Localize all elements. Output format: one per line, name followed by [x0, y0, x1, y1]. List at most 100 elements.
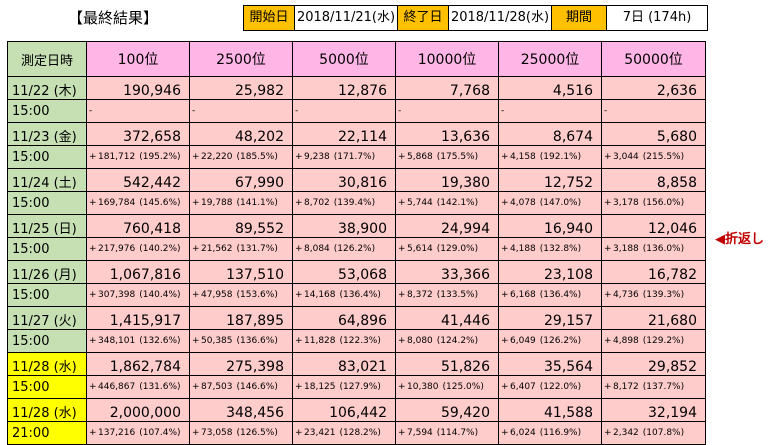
table-row: 11/25 (日) 760,418 89,552 38,900 24,994 16,940…	[7, 214, 706, 238]
diff-percent: (171.7%)	[333, 152, 376, 162]
row-date: 11/23 (金)	[7, 122, 87, 146]
rank-diff: +6,049 (126.2%)	[498, 329, 602, 353]
diff-percent: (107.8%)	[642, 428, 685, 438]
rank-diff: +7,594 (114.7%)	[395, 421, 499, 445]
diff-amount: 3,188	[613, 244, 639, 254]
rank-value: 83,021	[292, 352, 396, 376]
diff-sign: +	[501, 382, 509, 392]
rank-value: 1,067,816	[86, 260, 190, 284]
rank-diff: -	[86, 99, 190, 123]
diff-amount: 47,958	[201, 290, 233, 300]
diff-sign: +	[501, 336, 509, 346]
diff-amount: 6,049	[510, 336, 536, 346]
rank-value: 35,564	[498, 352, 602, 376]
diff-percent: (126.2%)	[539, 336, 582, 346]
diff-sign: +	[398, 290, 406, 300]
rank-value: 12,046	[601, 214, 706, 238]
table-row: 11/28 (水) 1,862,784 275,398 83,021 51,826 35,…	[7, 352, 706, 376]
rank-value: 29,852	[601, 352, 706, 376]
rank-diff: +14,168 (136.4%)	[292, 283, 396, 307]
diff-sign: +	[295, 336, 303, 346]
row-date: 11/28 (水)	[7, 398, 87, 422]
diff-sign: +	[295, 152, 303, 162]
diff-percent: (126.5%)	[236, 428, 278, 438]
diff-sign: +	[192, 290, 200, 300]
diff-percent: (122.0%)	[539, 382, 582, 392]
diff-amount: 10,380	[407, 382, 439, 392]
diff-sign: +	[89, 336, 97, 346]
row-date: 11/26 (月)	[7, 260, 87, 284]
column-header-rank: 2500位	[189, 41, 293, 77]
diff-sign: +	[192, 244, 200, 254]
diff-percent: (114.7%)	[436, 428, 479, 438]
table-subrow: 15:00- - - - - -	[7, 99, 706, 123]
rank-diff: -	[498, 99, 602, 123]
table-row: 11/28 (水) 2,000,000 348,456 106,442 59,420 41…	[7, 398, 706, 422]
diff-amount: 5,614	[407, 244, 433, 254]
row-time: 15:00	[7, 375, 87, 399]
diff-percent: (192.1%)	[539, 152, 582, 162]
row-date: 11/22 (木)	[7, 76, 87, 100]
rank-diff: +5,868 (175.5%)	[395, 145, 499, 169]
rank-value: 1,415,917	[86, 306, 190, 330]
rank-value: 12,752	[498, 168, 602, 192]
rank-value: 760,418	[86, 214, 190, 238]
diff-amount: 21,562	[201, 244, 233, 254]
rank-diff: +307,398 (140.4%)	[86, 283, 190, 307]
rank-value: 2,636	[601, 76, 706, 100]
rank-diff: +2,342 (107.8%)	[601, 421, 706, 445]
rank-diff: +8,084 (126.2%)	[292, 237, 396, 261]
diff-sign: +	[89, 244, 97, 254]
diff-amount: 6,407	[510, 382, 536, 392]
diff-amount: 2,342	[613, 428, 639, 438]
diff-percent: (131.6%)	[139, 382, 181, 392]
row-time: 15:00	[7, 99, 87, 123]
diff-amount: 8,172	[613, 382, 639, 392]
diff-amount: 217,976	[98, 244, 136, 254]
rank-diff: +8,372 (133.5%)	[395, 283, 499, 307]
diff-amount: 87,503	[201, 382, 233, 392]
rank-value: 25,982	[189, 76, 293, 100]
period-value: 7日 (174h)	[606, 5, 708, 31]
diff-percent: (136.4%)	[539, 290, 582, 300]
diff-amount: 3,044	[613, 152, 639, 162]
diff-percent: (129.2%)	[642, 336, 685, 346]
diff-sign: +	[295, 290, 303, 300]
end-date-value: 2018/11/28(水)	[448, 5, 552, 31]
diff-sign: +	[192, 198, 200, 208]
diff-amount: 50,385	[201, 336, 233, 346]
rank-value: 4,516	[498, 76, 602, 100]
diff-amount: 181,712	[98, 152, 136, 162]
rank-value: 64,896	[292, 306, 396, 330]
diff-sign: +	[398, 244, 406, 254]
diff-percent: (116.9%)	[539, 428, 582, 438]
table-row: 11/23 (金) 372,658 48,202 22,114 13,636 8,674 5…	[7, 122, 706, 146]
rank-diff: +8,172 (137.7%)	[601, 375, 706, 399]
table-subrow: 15:00 +446,867 (131.6%) +87,503 (146.6%) +18,…	[7, 375, 706, 399]
table-header-row: 測定日時 100位 2500位 5000位 10000位 25000位 50000位	[7, 41, 706, 77]
diff-sign: +	[398, 198, 406, 208]
diff-percent: (139.4%)	[333, 198, 376, 208]
rank-diff: +87,503 (146.6%)	[189, 375, 293, 399]
period-label: 期間	[551, 5, 607, 31]
diff-amount: 6,024	[510, 428, 536, 438]
rank-diff: +446,867 (131.6%)	[86, 375, 190, 399]
row-time: 21:00	[7, 421, 87, 445]
rank-diff: +21,562 (131.7%)	[189, 237, 293, 261]
diff-amount: 4,898	[613, 336, 639, 346]
diff-percent: (129.0%)	[436, 244, 479, 254]
diff-percent: (195.2%)	[139, 152, 181, 162]
diff-amount: 23,421	[304, 428, 336, 438]
rank-diff: +47,958 (153.6%)	[189, 283, 293, 307]
diff-percent: (127.9%)	[339, 382, 381, 392]
rank-value: 7,768	[395, 76, 499, 100]
rank-value: 21,680	[601, 306, 706, 330]
rank-diff: +3,178 (156.0%)	[601, 191, 706, 215]
rank-value: 19,380	[395, 168, 499, 192]
rank-diff: +8,080 (124.2%)	[395, 329, 499, 353]
rank-value: 22,114	[292, 122, 396, 146]
rank-diff: +137,216 (107.4%)	[86, 421, 190, 445]
rank-value: 51,826	[395, 352, 499, 376]
diff-amount: 4,078	[510, 198, 536, 208]
column-header-rank: 100位	[86, 41, 190, 77]
